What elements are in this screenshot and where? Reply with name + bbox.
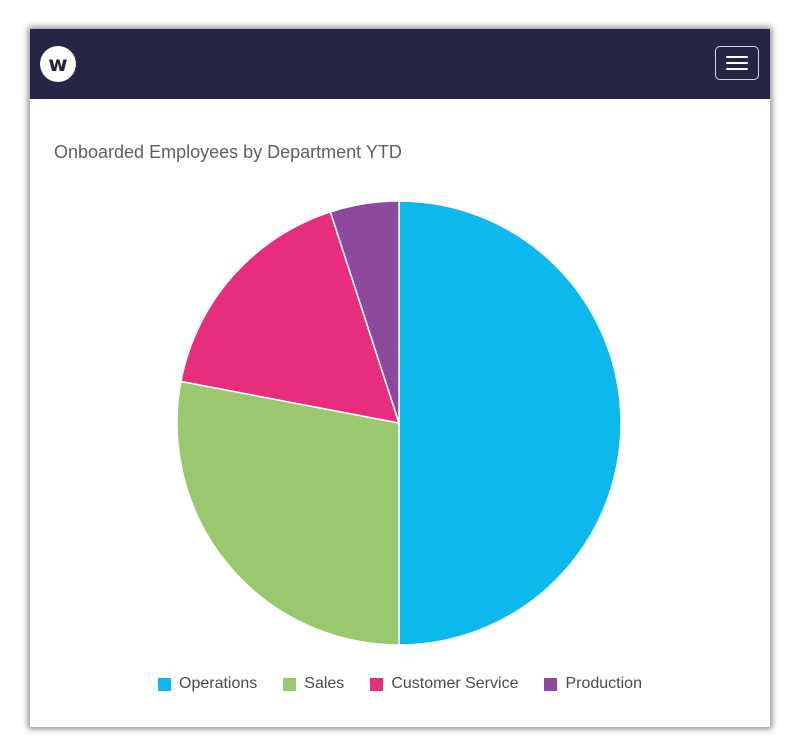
hamburger-menu-button[interactable] [715,46,759,80]
legend-item-operations[interactable]: Operations [158,675,257,693]
legend-item-customer-service[interactable]: Customer Service [370,675,518,693]
legend-label: Customer Service [391,675,519,692]
legend-swatch [370,677,384,691]
pie-slice-operations[interactable] [398,200,622,646]
pie-slice-sales[interactable] [176,380,400,646]
hamburger-menu-icon-middle [726,62,748,64]
legend-item-production[interactable]: Production [544,675,642,693]
legend-swatch [158,677,172,691]
legend-swatch [283,677,297,691]
legend-swatch [544,677,558,691]
app-window: w Onboarded Employees by Department YTD … [30,29,770,727]
pie-chart [176,200,622,646]
top-navbar: w [30,29,770,99]
legend-item-sales[interactable]: Sales [283,675,344,693]
hamburger-menu-icon [726,56,748,58]
chart-legend: Operations Sales Customer Service Productio… [30,675,770,693]
legend-label: Operations [179,675,258,692]
legend-label: Sales [304,675,345,692]
pie-slice-production[interactable] [329,200,400,424]
hamburger-menu-icon-bottom [726,68,748,70]
brand-logo-icon[interactable]: w [40,46,76,82]
chart-title: Onboarded Employees by Department YTD [54,142,402,162]
legend-label: Production [565,675,642,692]
pie-slice-customer-service[interactable] [180,211,400,424]
